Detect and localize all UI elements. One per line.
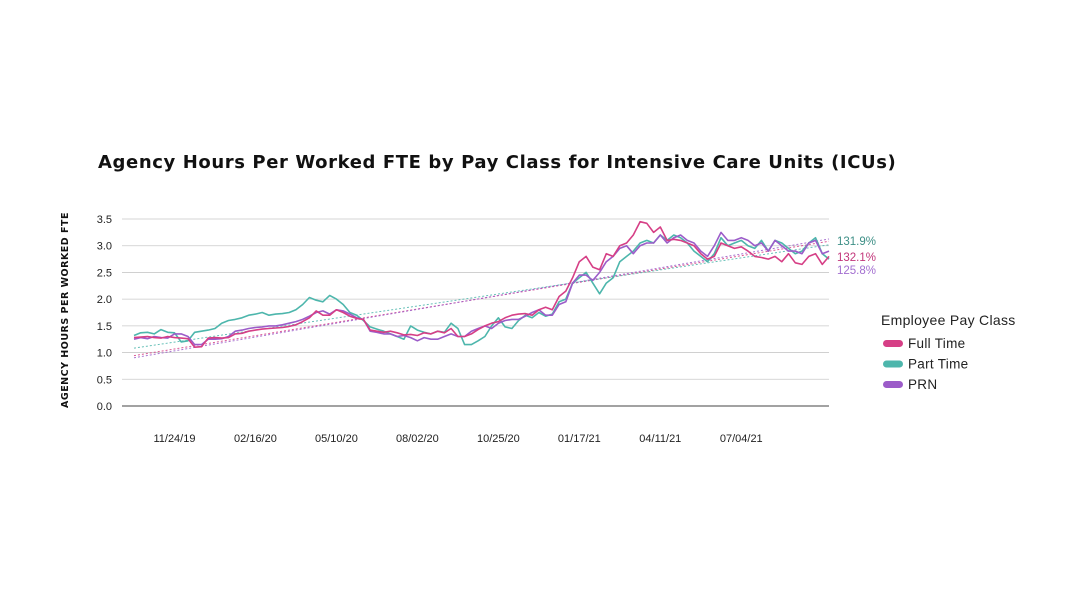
trend-end-label: 125.8%: [837, 265, 876, 277]
grid-layer: [122, 218, 829, 407]
series-line-full-time: [133, 220, 830, 349]
y-tick-labels: 0.0 0.5 1.0 1.5 2.0 2.5 3.0 3.5: [97, 214, 112, 413]
x-tick-label: 05/10/20: [315, 433, 358, 445]
legend-title: Employee Pay Class: [881, 312, 1016, 328]
x-tick-label: 04/11/21: [639, 433, 681, 445]
x-tick-label: 10/25/20: [477, 433, 520, 445]
y-tick-label: 0.0: [97, 401, 112, 413]
trend-line: [133, 238, 830, 359]
y-tick-label: 2.0: [97, 294, 112, 306]
trend-end-label: 132.1%: [837, 252, 876, 264]
y-tick-label: 2.5: [97, 267, 112, 279]
series-line-part-time: [133, 234, 830, 346]
y-tick-label: 1.5: [97, 321, 112, 333]
legend-entry-label: Full Time: [908, 336, 965, 351]
legend-entry-label: Part Time: [908, 357, 968, 372]
x-tick-label: 02/16/20: [234, 433, 277, 445]
y-tick-label: 0.5: [97, 374, 112, 386]
y-tick-label: 1.0: [97, 348, 112, 360]
legend-swatch: [883, 360, 903, 368]
x-tick-label: 11/24/19: [153, 433, 195, 445]
trend-lines: [133, 238, 830, 359]
legend-entry-label: PRN: [908, 377, 937, 392]
x-tick-label: 08/02/20: [396, 433, 439, 445]
legend-swatch: [883, 340, 903, 347]
trend-end-labels: 131.9% 132.1%125.8%: [837, 236, 876, 277]
y-tick-label: 3.0: [97, 241, 112, 253]
legend-swatch: [883, 381, 903, 388]
trend-end-label: 131.9%: [837, 236, 876, 248]
legend: Employee Pay Class Full Time Part Time PRN: [881, 312, 1016, 392]
series-lines: [133, 220, 830, 349]
x-tick-labels: 11/24/19 02/16/20 05/10/20 08/02/20 10/25/20…: [153, 433, 762, 445]
y-axis-label: AGENCY HOURS PER WORKED FTE: [60, 212, 71, 408]
x-tick-label: 01/17/21: [558, 433, 601, 445]
x-tick-label: 07/04/21: [720, 433, 763, 445]
y-tick-label: 3.5: [97, 214, 112, 226]
trend-line: [133, 244, 830, 349]
chart-title: Agency Hours Per Worked FTE by Pay Class…: [98, 152, 896, 173]
